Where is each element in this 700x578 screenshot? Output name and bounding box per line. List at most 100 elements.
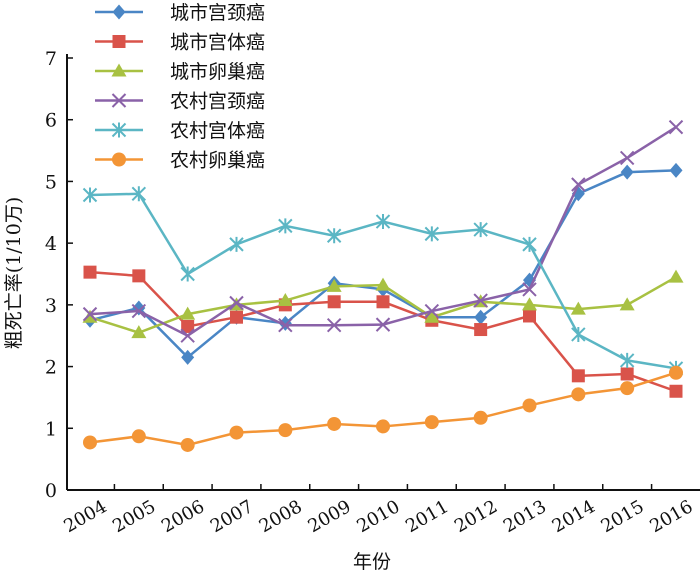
x-tick-label: 2006 xyxy=(158,496,208,537)
x-tick-label: 2015 xyxy=(597,496,647,537)
x-tick-label: 2004 xyxy=(60,496,110,537)
data-point xyxy=(229,236,244,252)
y-tick-label: 1 xyxy=(45,418,57,440)
legend-label: 农村卵巢癌 xyxy=(170,150,265,172)
data-point xyxy=(522,236,537,252)
series-line xyxy=(89,169,677,360)
data-point xyxy=(83,265,97,279)
data-point xyxy=(474,309,488,325)
x-tick-label: 2007 xyxy=(207,496,257,537)
legend-label: 城市宫体癌 xyxy=(170,32,265,54)
data-point xyxy=(278,218,293,234)
legend-marker xyxy=(111,93,127,108)
data-point xyxy=(619,297,635,311)
data-point xyxy=(620,164,634,180)
data-point xyxy=(473,222,488,238)
data-point xyxy=(376,295,390,309)
axes: 0 1 2 3 4 5 6 7 20042005200620072008200920102011… xyxy=(45,48,700,537)
x-tick-label: 2010 xyxy=(353,496,403,537)
data-point xyxy=(620,381,635,396)
series-4 xyxy=(82,119,684,343)
series-1 xyxy=(83,162,683,365)
data-point xyxy=(424,303,440,319)
data-point xyxy=(131,429,146,444)
data-point xyxy=(180,437,195,452)
series-6 xyxy=(83,365,683,452)
data-point xyxy=(522,297,537,311)
legend-item: 农村宫颈癌 xyxy=(95,91,265,113)
data-point xyxy=(571,369,585,383)
data-point xyxy=(180,328,195,343)
data-point xyxy=(327,416,342,431)
series-group xyxy=(82,119,684,452)
legend-label: 城市宫颈癌 xyxy=(170,2,265,24)
data-point xyxy=(229,425,244,440)
data-point xyxy=(82,187,98,203)
data-point xyxy=(571,177,586,192)
data-point xyxy=(571,387,586,402)
data-point xyxy=(132,269,146,283)
data-point xyxy=(523,309,536,323)
legend-marker xyxy=(111,122,127,138)
y-tick-label: 5 xyxy=(45,171,57,193)
series-2 xyxy=(83,265,683,398)
data-point xyxy=(571,326,586,342)
data-point xyxy=(474,323,488,337)
data-point xyxy=(619,352,635,368)
x-tick-label: 2013 xyxy=(500,496,550,537)
x-tick-label: 2011 xyxy=(402,496,452,537)
legend-item: 城市宫体癌 xyxy=(95,32,265,54)
y-tick-label: 7 xyxy=(45,48,57,70)
data-point xyxy=(375,277,391,291)
x-axis-label: 年份 xyxy=(353,551,391,573)
data-point xyxy=(473,410,488,425)
data-point xyxy=(180,306,196,320)
data-point xyxy=(131,303,147,319)
y-tick-label: 4 xyxy=(45,233,57,255)
y-axis-label: 粗死亡率(1/10万) xyxy=(3,197,25,350)
data-point xyxy=(375,214,391,230)
legend-marker xyxy=(112,152,126,167)
y-tick-label: 3 xyxy=(45,295,57,317)
data-point xyxy=(180,266,195,282)
data-point xyxy=(424,226,440,242)
data-point xyxy=(424,415,439,430)
legend-label: 农村宫体癌 xyxy=(170,120,265,142)
data-point xyxy=(277,293,293,307)
data-point xyxy=(326,228,342,244)
data-point xyxy=(181,319,195,333)
data-point xyxy=(82,306,98,322)
data-point xyxy=(669,162,683,178)
y-tick-label: 0 xyxy=(45,480,57,502)
series-5 xyxy=(82,186,684,376)
x-tick-label: 2009 xyxy=(304,496,354,537)
data-point xyxy=(375,317,391,332)
data-point xyxy=(278,423,293,438)
data-point xyxy=(619,150,635,166)
legend-label: 农村宫颈癌 xyxy=(170,91,265,113)
data-point xyxy=(376,419,390,434)
data-point xyxy=(327,295,341,309)
data-point xyxy=(668,119,684,135)
legend-item: 城市宫颈癌 xyxy=(95,2,265,24)
legend-label: 城市卵巢癌 xyxy=(170,61,265,83)
data-point xyxy=(326,278,342,292)
data-point xyxy=(181,349,195,365)
data-point xyxy=(83,435,97,450)
x-tick-label: 2005 xyxy=(109,496,159,537)
series-line xyxy=(89,371,677,447)
data-point xyxy=(473,293,488,308)
data-point xyxy=(669,365,683,380)
data-point xyxy=(570,301,586,315)
data-point xyxy=(131,186,147,202)
data-point xyxy=(620,367,634,381)
data-point xyxy=(278,318,293,333)
x-tick-label: 2008 xyxy=(256,496,306,537)
data-point xyxy=(82,309,98,323)
legend-item: 农村宫体癌 xyxy=(95,120,265,142)
legend-marker xyxy=(111,63,127,77)
legend-item: 城市卵巢癌 xyxy=(95,61,265,83)
data-point xyxy=(424,309,440,323)
